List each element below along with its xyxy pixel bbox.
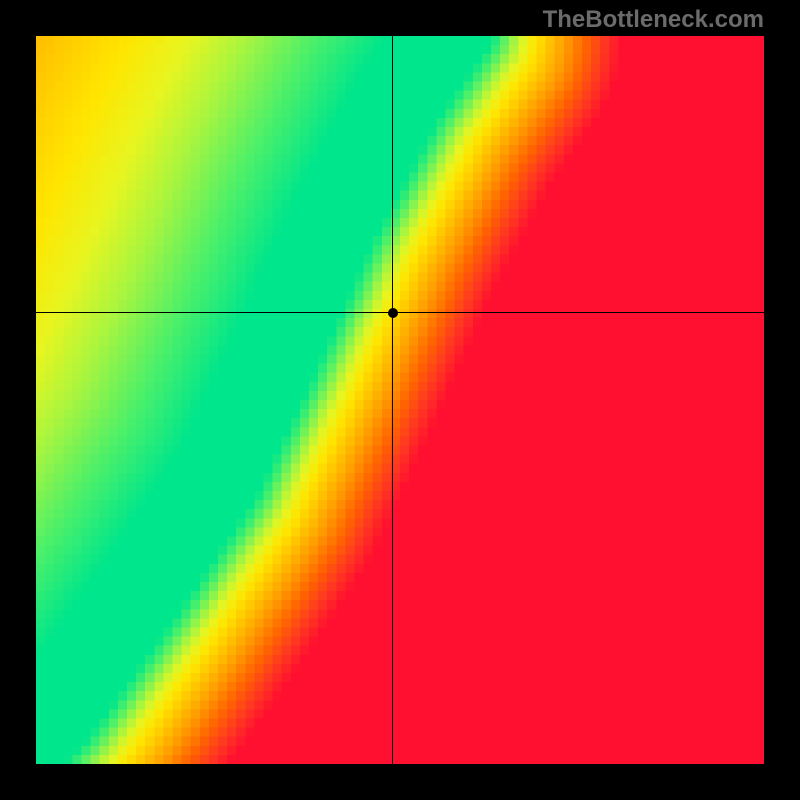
heatmap-canvas (36, 36, 764, 764)
watermark-text: TheBottleneck.com (543, 6, 764, 34)
chart-container: TheBottleneck.com (0, 0, 800, 800)
